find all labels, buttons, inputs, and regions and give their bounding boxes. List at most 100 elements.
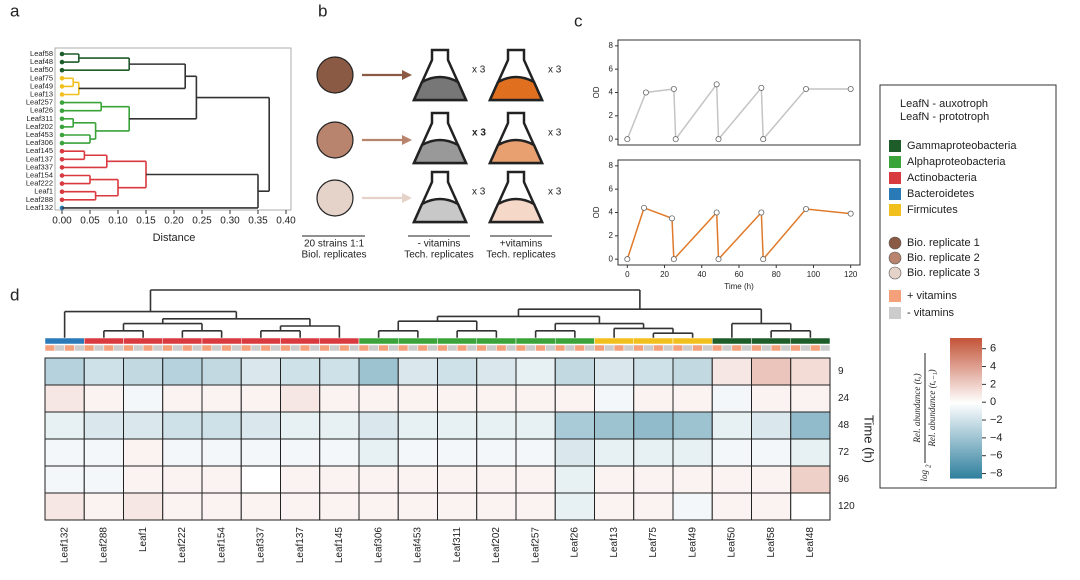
vitamin-strip <box>329 344 340 352</box>
x-tick-label: 120 <box>844 270 858 279</box>
column-label: Leaf154 <box>216 527 227 564</box>
legend-circle <box>888 236 902 250</box>
row-label: 9 <box>838 366 844 377</box>
point <box>713 81 720 88</box>
phylum-strip <box>751 337 791 345</box>
multiplier: x 3 <box>548 65 562 76</box>
point <box>670 256 677 263</box>
leaf-label: Leaf311 <box>26 114 53 123</box>
heat-cell <box>123 492 164 521</box>
row-label: 48 <box>838 420 850 431</box>
colorbar-step <box>950 352 982 355</box>
leaf-label: Leaf154 <box>26 170 53 179</box>
phylum-strip <box>515 337 556 345</box>
phylum-strip <box>201 337 242 345</box>
heat-cell <box>201 438 242 467</box>
x-tick-label: 0.15 <box>136 216 156 227</box>
leaf-label: Leaf1 <box>34 187 53 196</box>
colorbar-step <box>950 420 982 423</box>
heat-cell <box>515 438 556 467</box>
vitamin-strip <box>613 344 625 352</box>
heat-cell <box>437 492 478 521</box>
leaf-label: Leaf453 <box>26 130 53 139</box>
column-label: Leaf50 <box>727 527 738 558</box>
heat-cell <box>397 411 438 440</box>
heat-cell <box>476 384 517 413</box>
colorbar-step <box>950 356 982 359</box>
heat-cell <box>44 465 85 494</box>
legend-text: Bio. replicate 2 <box>907 252 980 264</box>
vitamin-strip <box>515 344 527 352</box>
point <box>672 136 679 143</box>
heat-cell <box>437 357 478 386</box>
y-tick-label: 2 <box>609 231 614 240</box>
phylum-strip <box>280 337 320 345</box>
phylum-strip <box>790 337 831 345</box>
heat-cell <box>711 492 752 521</box>
multiplier: x 3 <box>472 128 486 139</box>
vitamin-strip <box>594 344 605 352</box>
vitamin-strip <box>280 344 291 352</box>
vitamin-strip <box>466 344 477 352</box>
caption: Tech. replicates <box>404 250 473 261</box>
point <box>760 256 767 263</box>
leaf-label: Leaf137 <box>26 154 53 163</box>
heat-cell <box>83 492 124 521</box>
colorbar-step <box>950 364 982 367</box>
colorbar-step <box>950 442 982 445</box>
colorbar-step <box>950 462 982 465</box>
heat-cell <box>319 411 360 440</box>
vitamin-strip <box>191 344 203 352</box>
heat-cell <box>633 465 674 494</box>
heat-cell <box>594 465 635 494</box>
heat-cell <box>240 438 281 467</box>
colorbar-step <box>950 412 982 415</box>
vitamin-strip <box>103 344 114 352</box>
heat-cell <box>83 411 124 440</box>
heat-cell <box>319 357 360 386</box>
leaf-label: Leaf202 <box>26 122 53 131</box>
label-sub: 2 <box>925 464 933 468</box>
heat-cell <box>515 357 556 386</box>
colorbar-step <box>950 392 982 395</box>
heat-cell <box>280 384 321 413</box>
heat-cell <box>554 411 595 440</box>
heat-cell <box>476 492 517 521</box>
vitamin-strip <box>241 344 252 352</box>
column-label: Leaf288 <box>99 527 110 564</box>
vitamin-strip <box>260 344 271 352</box>
x-tick-label: 0.10 <box>108 216 128 227</box>
leaf-label: Leaf13 <box>30 89 53 98</box>
heat-cell <box>790 492 831 521</box>
heat-cell <box>280 465 321 494</box>
vitamin-strip <box>682 344 693 352</box>
heat-cell <box>633 492 674 521</box>
vitamin-strip <box>201 344 213 352</box>
heat-cell <box>240 357 281 386</box>
vitamin-strip <box>574 344 585 352</box>
heat-cell <box>751 357 792 386</box>
heat-cell <box>123 384 164 413</box>
heat-cell <box>672 384 713 413</box>
leaf-label: Leaf257 <box>26 98 53 107</box>
colorbar-step <box>950 382 982 385</box>
colorbar-step <box>950 346 982 349</box>
phylum-strip <box>319 337 360 345</box>
legend-swatch <box>889 156 901 168</box>
line <box>626 82 851 142</box>
legend-text: + vitamins <box>907 290 957 302</box>
heat-cell <box>751 384 792 413</box>
vitamin-strip <box>211 344 222 352</box>
x-tick-label: 80 <box>772 270 781 279</box>
vitamin-strip <box>309 344 320 352</box>
replicate-circle <box>316 56 354 94</box>
heat-cell <box>594 384 635 413</box>
colorbar-step <box>950 448 982 451</box>
heat-cell <box>44 492 85 521</box>
panel-label: c <box>574 11 583 30</box>
heat-cell <box>280 492 321 521</box>
colorbar-step <box>950 376 982 379</box>
heat-cell <box>515 384 556 413</box>
heat-cell <box>201 465 242 494</box>
phylum-strip <box>594 337 634 345</box>
